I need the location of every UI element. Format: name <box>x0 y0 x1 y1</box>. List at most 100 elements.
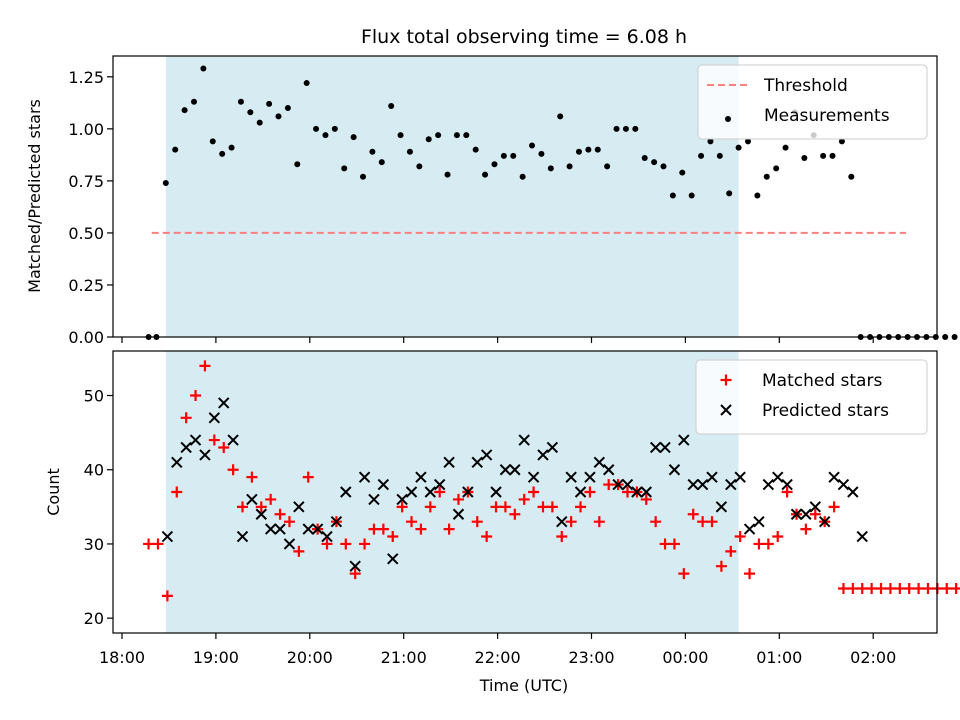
legend-marker <box>720 404 732 416</box>
data-point <box>237 501 249 513</box>
data-point <box>537 449 549 461</box>
data-point <box>668 464 681 476</box>
data-point <box>227 464 239 476</box>
data-point <box>838 138 845 145</box>
data-point <box>565 471 577 483</box>
data-point <box>350 134 357 141</box>
data-point <box>322 132 329 139</box>
data-point <box>471 516 483 528</box>
data-point <box>593 456 606 469</box>
data-point <box>415 523 427 535</box>
legend: Matched stars Predicted stars <box>695 359 928 435</box>
data-point <box>603 479 615 491</box>
data-point <box>538 150 545 157</box>
data-point <box>594 146 601 153</box>
data-point <box>837 582 849 594</box>
data-point <box>856 582 868 594</box>
data-point <box>745 138 751 145</box>
data-point <box>218 441 230 453</box>
data-point <box>744 568 756 580</box>
data-point <box>180 441 192 454</box>
data-point <box>773 165 780 172</box>
data-point <box>913 582 925 594</box>
data-point <box>293 545 305 557</box>
data-point <box>528 486 540 498</box>
x-tick-label: 20:00 <box>287 648 333 667</box>
data-point <box>397 132 404 139</box>
data-point <box>358 471 371 483</box>
data-point <box>556 531 568 543</box>
data-point <box>800 508 812 520</box>
data-point <box>640 493 652 505</box>
data-point <box>294 161 301 168</box>
data-point <box>518 434 530 446</box>
data-point <box>171 486 183 498</box>
data-point <box>190 390 202 402</box>
data-point <box>283 538 296 550</box>
data-point <box>546 441 559 454</box>
data-point <box>529 142 536 149</box>
data-point <box>330 515 343 528</box>
data-point <box>369 148 376 155</box>
data-point <box>726 190 733 197</box>
data-point <box>809 508 821 520</box>
data-point <box>227 434 239 446</box>
data-point <box>378 159 385 166</box>
data-point <box>246 493 258 506</box>
x-tick-label: 00:00 <box>662 648 708 667</box>
data-point <box>433 478 446 491</box>
data-point <box>275 113 282 120</box>
data-point <box>942 334 949 340</box>
data-point <box>706 471 718 483</box>
bottom-y-axis-label: Count <box>44 468 63 516</box>
data-point <box>735 144 742 151</box>
legend-box <box>697 64 928 140</box>
x-tick-label: 22:00 <box>475 648 521 667</box>
top-panel: 0.00 0.25 0.50 0.75 1.00 1.25 Threshold Measure… <box>68 55 958 347</box>
x-tick-label: 01:00 <box>756 648 802 667</box>
data-point <box>434 486 446 498</box>
data-point <box>557 113 564 120</box>
data-point <box>424 501 436 513</box>
data-point <box>649 441 662 454</box>
data-point <box>396 501 408 513</box>
data-point <box>274 523 286 535</box>
data-point <box>247 109 254 116</box>
data-point <box>396 493 408 506</box>
data-point <box>499 501 511 513</box>
data-point <box>171 456 183 469</box>
data-point <box>425 136 432 143</box>
data-point <box>763 173 770 180</box>
data-point <box>790 508 803 520</box>
data-point <box>368 523 380 535</box>
data-point <box>743 523 756 535</box>
data-point <box>377 478 390 491</box>
data-point <box>443 456 455 469</box>
data-point <box>698 152 705 159</box>
data-point <box>837 478 850 491</box>
data-point <box>781 478 793 491</box>
data-point <box>406 516 418 528</box>
data-point <box>621 478 634 491</box>
data-point <box>161 530 174 543</box>
data-point <box>688 192 695 199</box>
data-point <box>706 516 718 528</box>
data-point <box>660 163 667 170</box>
data-point <box>199 360 211 372</box>
data-point <box>753 515 765 528</box>
data-point <box>734 471 746 483</box>
data-point <box>236 530 249 543</box>
y-tick-label: 30 <box>84 535 104 554</box>
data-point <box>782 144 789 151</box>
data-point <box>444 171 451 178</box>
data-point <box>255 501 267 513</box>
data-point <box>509 464 521 476</box>
data-point <box>331 125 338 132</box>
data-point <box>603 464 615 476</box>
data-point <box>209 138 216 145</box>
data-point <box>734 531 746 543</box>
data-point <box>678 568 690 580</box>
data-point <box>321 530 333 543</box>
top-chart-title: Flux total observing time = 6.08 h <box>361 26 687 48</box>
data-point <box>640 486 652 498</box>
